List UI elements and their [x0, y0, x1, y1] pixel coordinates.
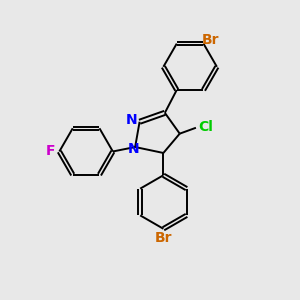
Text: N: N	[125, 113, 137, 127]
Text: F: F	[46, 145, 55, 158]
Text: Br: Br	[154, 231, 172, 245]
Text: Cl: Cl	[198, 119, 213, 134]
Text: Br: Br	[202, 33, 220, 47]
Text: N: N	[128, 142, 140, 155]
